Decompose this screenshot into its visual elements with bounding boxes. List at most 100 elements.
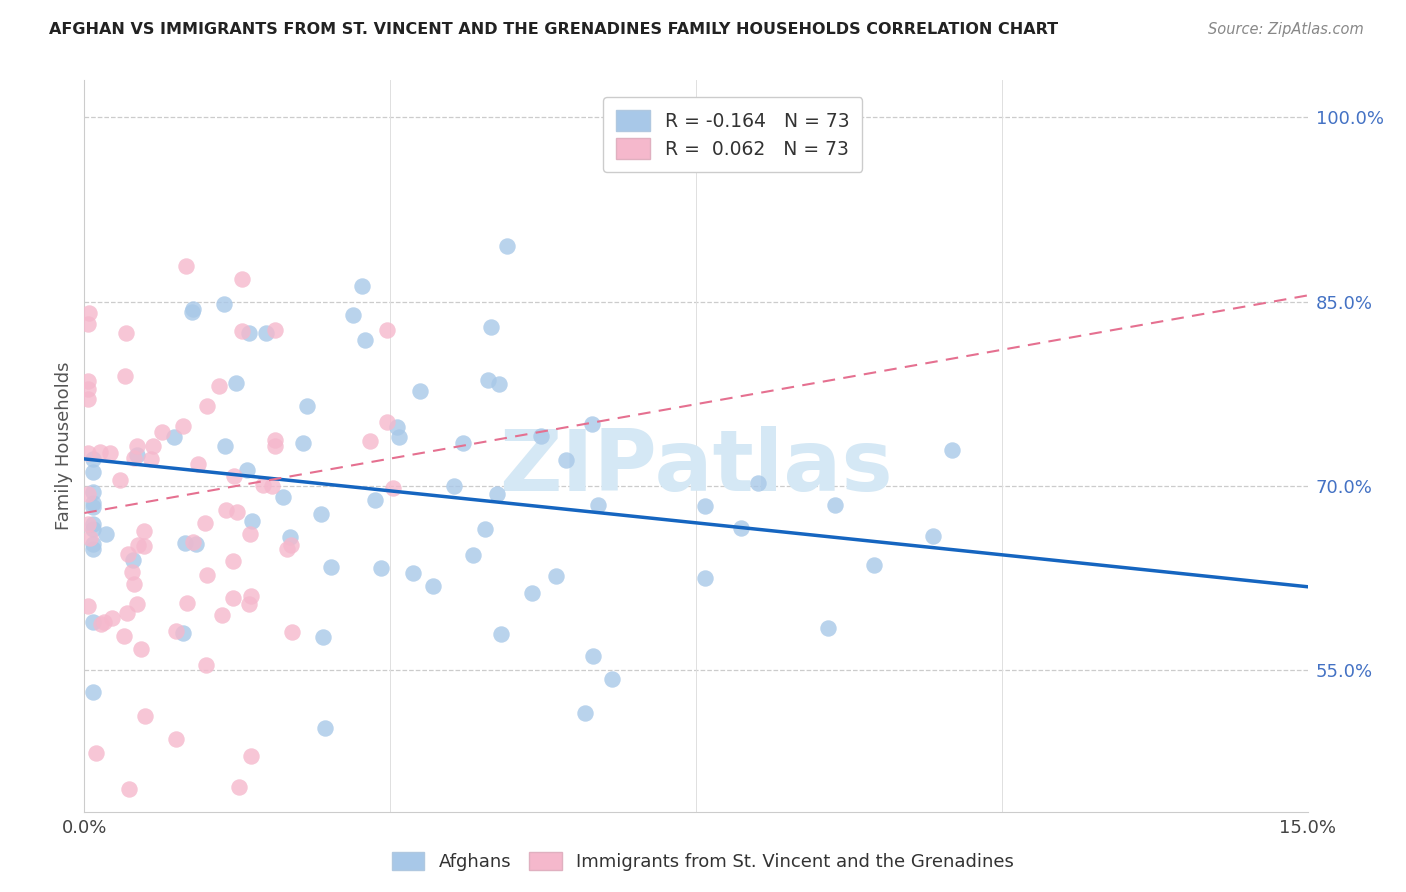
Point — [115, 326, 138, 340]
Point — [82, 615, 104, 630]
Point — [228, 780, 250, 794]
Point — [863, 558, 886, 573]
Point — [77, 446, 100, 460]
Point — [131, 642, 153, 657]
Point — [124, 450, 146, 465]
Point — [231, 324, 253, 338]
Point — [291, 436, 314, 450]
Point — [235, 463, 257, 477]
Point — [546, 568, 568, 582]
Point — [176, 596, 198, 610]
Point — [225, 376, 247, 391]
Point — [193, 516, 215, 531]
Point — [90, 617, 112, 632]
Point — [77, 392, 100, 406]
Point — [488, 377, 510, 392]
Point — [172, 626, 194, 640]
Point — [77, 382, 100, 396]
Legend: R = -0.164   N = 73, R =  0.062   N = 73: R = -0.164 N = 73, R = 0.062 N = 73 — [603, 97, 862, 172]
Point — [132, 539, 155, 553]
Point — [222, 554, 245, 568]
Point — [82, 451, 104, 466]
Point — [215, 503, 238, 517]
Point — [222, 591, 245, 605]
Point — [321, 560, 343, 574]
Point — [77, 306, 100, 320]
Point — [194, 658, 217, 673]
Point — [314, 721, 336, 735]
Point — [77, 516, 100, 531]
Point — [350, 279, 373, 293]
Point — [134, 524, 156, 538]
Point — [385, 420, 408, 434]
Point — [582, 648, 605, 663]
Point — [382, 481, 405, 495]
Point — [77, 374, 100, 388]
Point — [581, 417, 603, 431]
Point — [115, 607, 138, 621]
Point — [181, 535, 204, 549]
Point — [530, 429, 553, 443]
Point — [311, 507, 333, 521]
Point — [211, 607, 233, 622]
Point — [93, 615, 115, 629]
Point — [181, 305, 204, 319]
Point — [165, 624, 187, 638]
Point — [693, 499, 716, 513]
Point — [240, 515, 263, 529]
Point — [121, 553, 143, 567]
Point — [443, 479, 465, 493]
Point — [240, 748, 263, 763]
Point — [121, 565, 143, 579]
Point — [82, 685, 104, 699]
Point — [238, 597, 260, 611]
Point — [474, 522, 496, 536]
Point — [82, 465, 104, 479]
Point — [824, 498, 846, 512]
Point — [150, 425, 173, 439]
Point — [295, 399, 318, 413]
Point — [260, 479, 283, 493]
Point — [162, 430, 184, 444]
Point — [402, 566, 425, 580]
Point — [231, 271, 253, 285]
Point — [82, 500, 104, 514]
Point — [82, 522, 104, 536]
Legend: Afghans, Immigrants from St. Vincent and the Grenadines: Afghans, Immigrants from St. Vincent and… — [385, 846, 1021, 879]
Point — [195, 399, 218, 413]
Point — [122, 577, 145, 591]
Point — [388, 429, 411, 443]
Point — [195, 568, 218, 582]
Point — [141, 439, 163, 453]
Point — [127, 448, 149, 462]
Point — [186, 536, 208, 550]
Point — [114, 369, 136, 384]
Text: AFGHAN VS IMMIGRANTS FROM ST. VINCENT AND THE GRENADINES FAMILY HOUSEHOLDS CORRE: AFGHAN VS IMMIGRANTS FROM ST. VINCENT AN… — [49, 22, 1059, 37]
Point — [181, 302, 204, 317]
Point — [141, 452, 163, 467]
Point — [477, 373, 499, 387]
Point — [77, 599, 100, 613]
Point — [364, 492, 387, 507]
Point — [254, 326, 277, 340]
Point — [82, 541, 104, 556]
Text: ZIPatlas: ZIPatlas — [499, 426, 893, 509]
Point — [77, 486, 100, 500]
Point — [264, 439, 287, 453]
Point — [125, 439, 148, 453]
Point — [555, 452, 578, 467]
Point — [422, 578, 444, 592]
Point — [79, 532, 101, 546]
Point — [173, 536, 195, 550]
Point — [264, 433, 287, 447]
Point — [114, 629, 136, 643]
Point — [281, 624, 304, 639]
Point — [108, 474, 131, 488]
Point — [222, 469, 245, 483]
Point — [239, 527, 262, 541]
Point — [226, 505, 249, 519]
Point — [375, 415, 398, 429]
Point — [495, 239, 517, 253]
Point — [574, 706, 596, 721]
Point — [586, 498, 609, 512]
